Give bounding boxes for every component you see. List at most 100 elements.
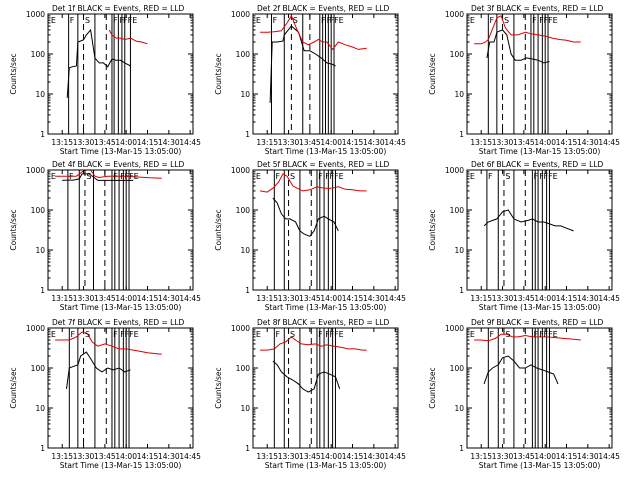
x-tick-label: 14:00 [115,294,137,303]
y-axis-title: Counts/sec [214,53,223,94]
x-axis-title: Start Time (13-Mar-15 13:05:00) [60,147,182,156]
flag-label: E [470,16,475,25]
y-tick-label: 100 [31,50,46,59]
x-tick-label: 14:00 [320,452,342,461]
x-tick-label: 14:45 [384,452,406,461]
x-tick-label: 13:15 [470,294,492,303]
y-tick-label: 1000 [445,166,464,175]
x-tick-label: 14:15 [342,138,364,147]
x-axis-title: Start Time (13-Mar-15 13:05:00) [265,303,387,312]
events-series-line [483,355,559,385]
flag-label: S [290,172,295,181]
flag-label: F [321,16,326,25]
y-axis-title: Counts/sec [214,367,223,408]
x-axis-title: Start Time (13-Mar-15 13:05:00) [479,147,601,156]
flag-label: S [505,172,510,181]
plot-frame [47,169,194,291]
y-tick-label: 10 [35,404,45,413]
y-tick-label: 1000 [231,10,250,19]
lld-series-line [260,14,367,51]
plot-area [260,328,367,448]
y-tick-label: 10 [240,404,250,413]
x-tick-label: 14:30 [158,138,180,147]
panel-title: Det 3f BLACK = Events, RED = LLD [471,4,604,13]
plot-frame [47,13,194,135]
y-tick-label: 1 [459,444,464,453]
x-axis-title: Start Time (13-Mar-15 13:05:00) [265,461,387,470]
y-tick-label: 100 [236,206,251,215]
flag-label: E [256,330,261,339]
flag-label: F [113,172,118,181]
flag-label: F [534,330,539,339]
x-axis-title: Start Time (13-Mar-15 13:05:00) [60,461,182,470]
flag-label: E [51,172,56,181]
lld-series-line [474,15,581,45]
lld-series-line [474,333,581,342]
x-tick-label: 14:30 [363,452,385,461]
events-series-line [483,209,574,232]
y-tick-label: 1000 [231,166,250,175]
panel-title: Det 7f BLACK = Events, RED = LLD [52,318,185,327]
y-tick-label: 1000 [445,10,464,19]
events-series-line [269,25,336,103]
flag-label: F [275,172,280,181]
y-tick-label: 1 [245,286,250,295]
x-tick-label: 14:00 [115,138,137,147]
y-tick-label: 1 [40,286,45,295]
flag-label: F [120,16,125,25]
flag-label: F [113,330,118,339]
x-tick-label: 14:30 [577,138,599,147]
panel-title: Det 9f BLACK = Events, RED = LLD [471,318,604,327]
y-tick-label: 1000 [26,324,45,333]
flag-label: F [273,16,278,25]
flag-label: E [470,330,475,339]
x-tick-label: 14:15 [137,138,159,147]
y-tick-label: 100 [31,206,46,215]
flag-label: F [318,330,323,339]
flag-label: F [70,330,75,339]
y-tick-label: 100 [31,364,46,373]
y-tick-label: 10 [454,404,464,413]
x-tick-label: 13:45 [513,452,535,461]
x-axis-title: Start Time (13-Mar-15 13:05:00) [60,303,182,312]
flag-label: FFE [124,172,138,181]
y-axis-title: Counts/sec [9,209,18,250]
y-tick-label: 1000 [26,166,45,175]
x-tick-label: 14:15 [137,452,159,461]
plot-frame [466,13,613,135]
plot-frame [466,327,613,449]
x-tick-label: 14:45 [179,294,201,303]
flag-label: F [327,16,332,25]
y-tick-label: 100 [236,364,251,373]
x-tick-label: 13:30 [492,138,514,147]
x-tick-label: 14:00 [534,138,556,147]
y-tick-label: 100 [450,50,465,59]
x-axis-title: Start Time (13-Mar-15 13:05:00) [479,303,601,312]
panel-title: Det 6f BLACK = Events, RED = LLD [471,160,604,169]
x-tick-label: 13:30 [73,452,95,461]
flag-label: S [85,16,90,25]
x-tick-label: 13:15 [470,452,492,461]
y-tick-label: 10 [454,246,464,255]
flag-label: FFE [543,330,557,339]
x-tick-label: 14:30 [158,294,180,303]
x-tick-label: 13:15 [256,452,278,461]
flag-label: E [470,172,475,181]
lld-series-line [260,336,367,351]
x-tick-label: 14:00 [534,294,556,303]
panel-title: Det 5f BLACK = Events, RED = LLD [257,160,390,169]
y-axis-title: Counts/sec [428,53,437,94]
flag-label: FFE [543,16,557,25]
flag-label: FFE [329,172,343,181]
x-tick-label: 13:45 [299,452,321,461]
flag-label: E [51,16,56,25]
x-tick-label: 14:45 [598,294,620,303]
y-tick-label: 1000 [445,324,464,333]
x-tick-label: 14:30 [363,294,385,303]
x-tick-label: 13:30 [492,452,514,461]
